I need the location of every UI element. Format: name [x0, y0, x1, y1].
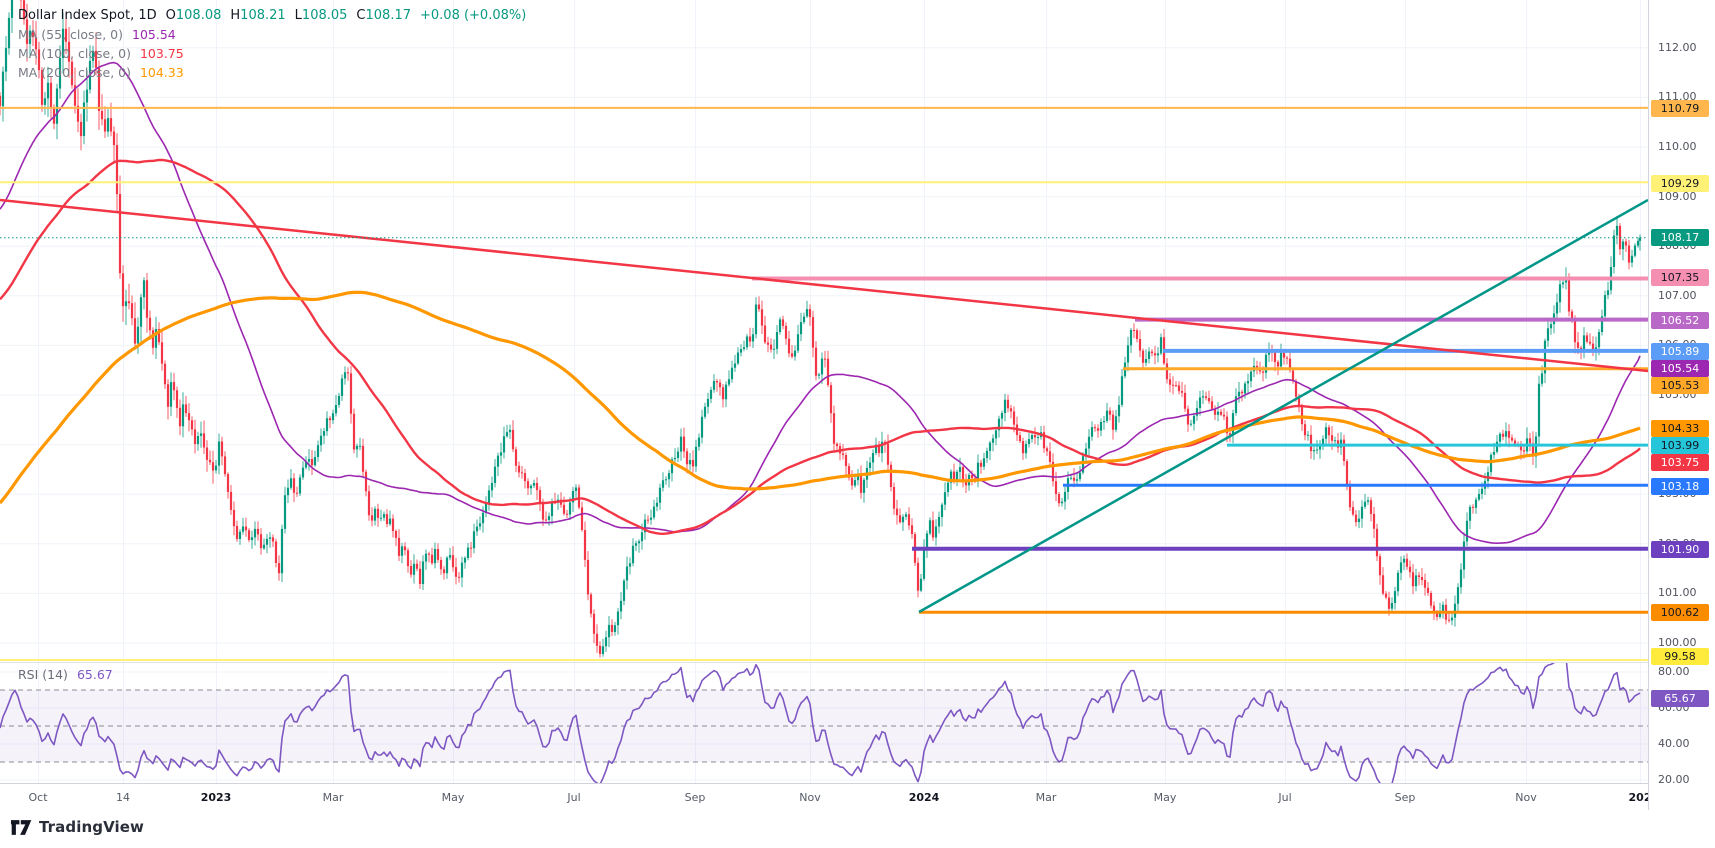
time-axis-label-nov: Nov [799, 791, 821, 804]
ma55-label: MA (55, close, 0) [18, 27, 124, 42]
current-price-label[interactable]: 108.17 [1651, 228, 1709, 246]
ohlc-open-value: 108.08 [175, 8, 222, 23]
price-tick-101-00: 101.00 [1658, 586, 1697, 600]
rsi-tick-20: 20.00 [1658, 773, 1690, 786]
ma-200-line[interactable] [0, 290, 1641, 505]
legend-ma-100[interactable]: MA (100, close, 0) 103.75 [18, 44, 526, 63]
ohlc-high-value: 108.21 [240, 8, 286, 23]
candles-up [1, 0, 1642, 657]
rsi-tick-40: 40.00 [1658, 737, 1690, 750]
level-label-101-90[interactable]: 101.90 [1651, 540, 1709, 558]
ohlc-close-key: C [356, 8, 366, 23]
legend-title-row[interactable]: Dollar Index Spot, 1D O108.08 H108.21 L108.… [18, 6, 526, 25]
time-axis-label-14: 14 [116, 791, 130, 804]
level-label-106-52[interactable]: 106.52 [1651, 311, 1709, 329]
price-tick-112-00: 112.00 [1658, 40, 1697, 54]
price-tick-107-00: 107.00 [1658, 288, 1697, 302]
price-tick-100-00: 100.00 [1658, 636, 1697, 649]
level-label-107-35[interactable]: 107.35 [1651, 268, 1709, 286]
time-axis-label-jul: Jul [567, 791, 581, 804]
time-axis-label-2024: 2024 [908, 791, 940, 804]
ohlc-low-key: L [294, 8, 302, 23]
change-value: +0.08 (+0.08%) [420, 8, 527, 23]
legend-rsi[interactable]: RSI (14) 65.67 [18, 667, 113, 682]
ma200-label: MA (200, close, 0) [18, 65, 131, 80]
time-axis-label-mar: Mar [1035, 791, 1057, 804]
rsi-label: RSI (14) [18, 667, 68, 682]
level-label-105-89[interactable]: 105.89 [1651, 342, 1709, 360]
ma100-label: MA (100, close, 0) [18, 46, 131, 61]
ohlc-close-value: 108.17 [365, 8, 412, 23]
ma55-value-label[interactable]: 105.54 [1651, 359, 1709, 377]
price-tick-109-00: 109.00 [1658, 189, 1697, 203]
time-axis-label-may: May [1153, 791, 1177, 804]
time-axis-label-sep: Sep [684, 791, 706, 804]
time-axis-label-nov: Nov [1515, 791, 1537, 804]
ma100-value: 103.75 [139, 46, 184, 61]
candles-down [0, 0, 1631, 658]
ma-100-line[interactable] [0, 158, 1641, 535]
trendline-ascending-support[interactable] [918, 198, 1648, 614]
ma55-value: 105.54 [132, 27, 176, 42]
tradingview-logo-icon [11, 819, 32, 835]
tradingview-logo-text: TradingView [39, 818, 145, 836]
time-axis-label-mar: Mar [322, 791, 344, 804]
level-label-110-79[interactable]: 110.79 [1651, 99, 1709, 117]
time-axis-label-sep: Sep [1394, 791, 1416, 804]
level-label-100-62[interactable]: 100.62 [1651, 603, 1709, 621]
ohlc-low-value: 108.05 [301, 8, 348, 23]
legend-main[interactable]: Dollar Index Spot, 1D O108.08 H108.21 L108.… [18, 6, 526, 82]
time-axis-label-may: May [441, 791, 465, 804]
ma200-value: 104.33 [139, 65, 184, 80]
ma-55-line[interactable] [0, 61, 1641, 545]
legend-ma-55[interactable]: MA (55, close, 0) 105.54 [18, 25, 526, 44]
time-axis-label-2023: 2023 [200, 791, 232, 804]
symbol-title[interactable]: Dollar Index Spot, 1D [18, 8, 157, 23]
rsi-tick-80: 80.00 [1658, 665, 1690, 678]
price-axis[interactable]: 112.00111.00110.00109.00108.00107.00106.… [1648, 0, 1715, 810]
level-label-103-99[interactable]: 103.99 [1651, 436, 1709, 454]
rsi-line[interactable] [0, 657, 1641, 789]
level-label-105-53[interactable]: 105.53 [1651, 376, 1709, 394]
legend-ma-200[interactable]: MA (200, close, 0) 104.33 [18, 63, 526, 82]
time-axis-label-202: 202 [1628, 791, 1652, 804]
time-axis-label-jul: Jul [1278, 791, 1292, 804]
ma200-value-label[interactable]: 104.33 [1651, 419, 1709, 437]
tradingview-attribution[interactable]: TradingView [11, 816, 144, 838]
level-label-99-58[interactable]: 99.58 [1651, 647, 1709, 665]
pane-separator-main-rsi[interactable] [0, 662, 1715, 663]
rsi-value: 65.67 [76, 667, 113, 682]
ohlc-high-key: H [230, 8, 241, 23]
time-axis[interactable]: Oct 14 2023 Mar May Jul Sep Nov 2024 Mar May Jul Sep… [0, 783, 1715, 811]
ohlc-open-key: O [165, 8, 176, 23]
ma100-value-label[interactable]: 103.75 [1651, 453, 1709, 471]
level-label-103-18[interactable]: 103.18 [1651, 477, 1709, 495]
main-price-pane[interactable] [0, 0, 1648, 661]
rsi-pane[interactable] [0, 657, 1648, 789]
level-label-109-29[interactable]: 109.29 [1651, 174, 1709, 192]
time-axis-label-oct: Oct [28, 791, 48, 804]
trendline-descending-resistance[interactable] [0, 198, 1648, 373]
gridlines [0, 0, 1648, 783]
rsi-value-label[interactable]: 65.67 [1651, 689, 1709, 707]
price-tick-110-00: 110.00 [1658, 140, 1697, 153]
chart-canvas[interactable] [0, 0, 1648, 810]
